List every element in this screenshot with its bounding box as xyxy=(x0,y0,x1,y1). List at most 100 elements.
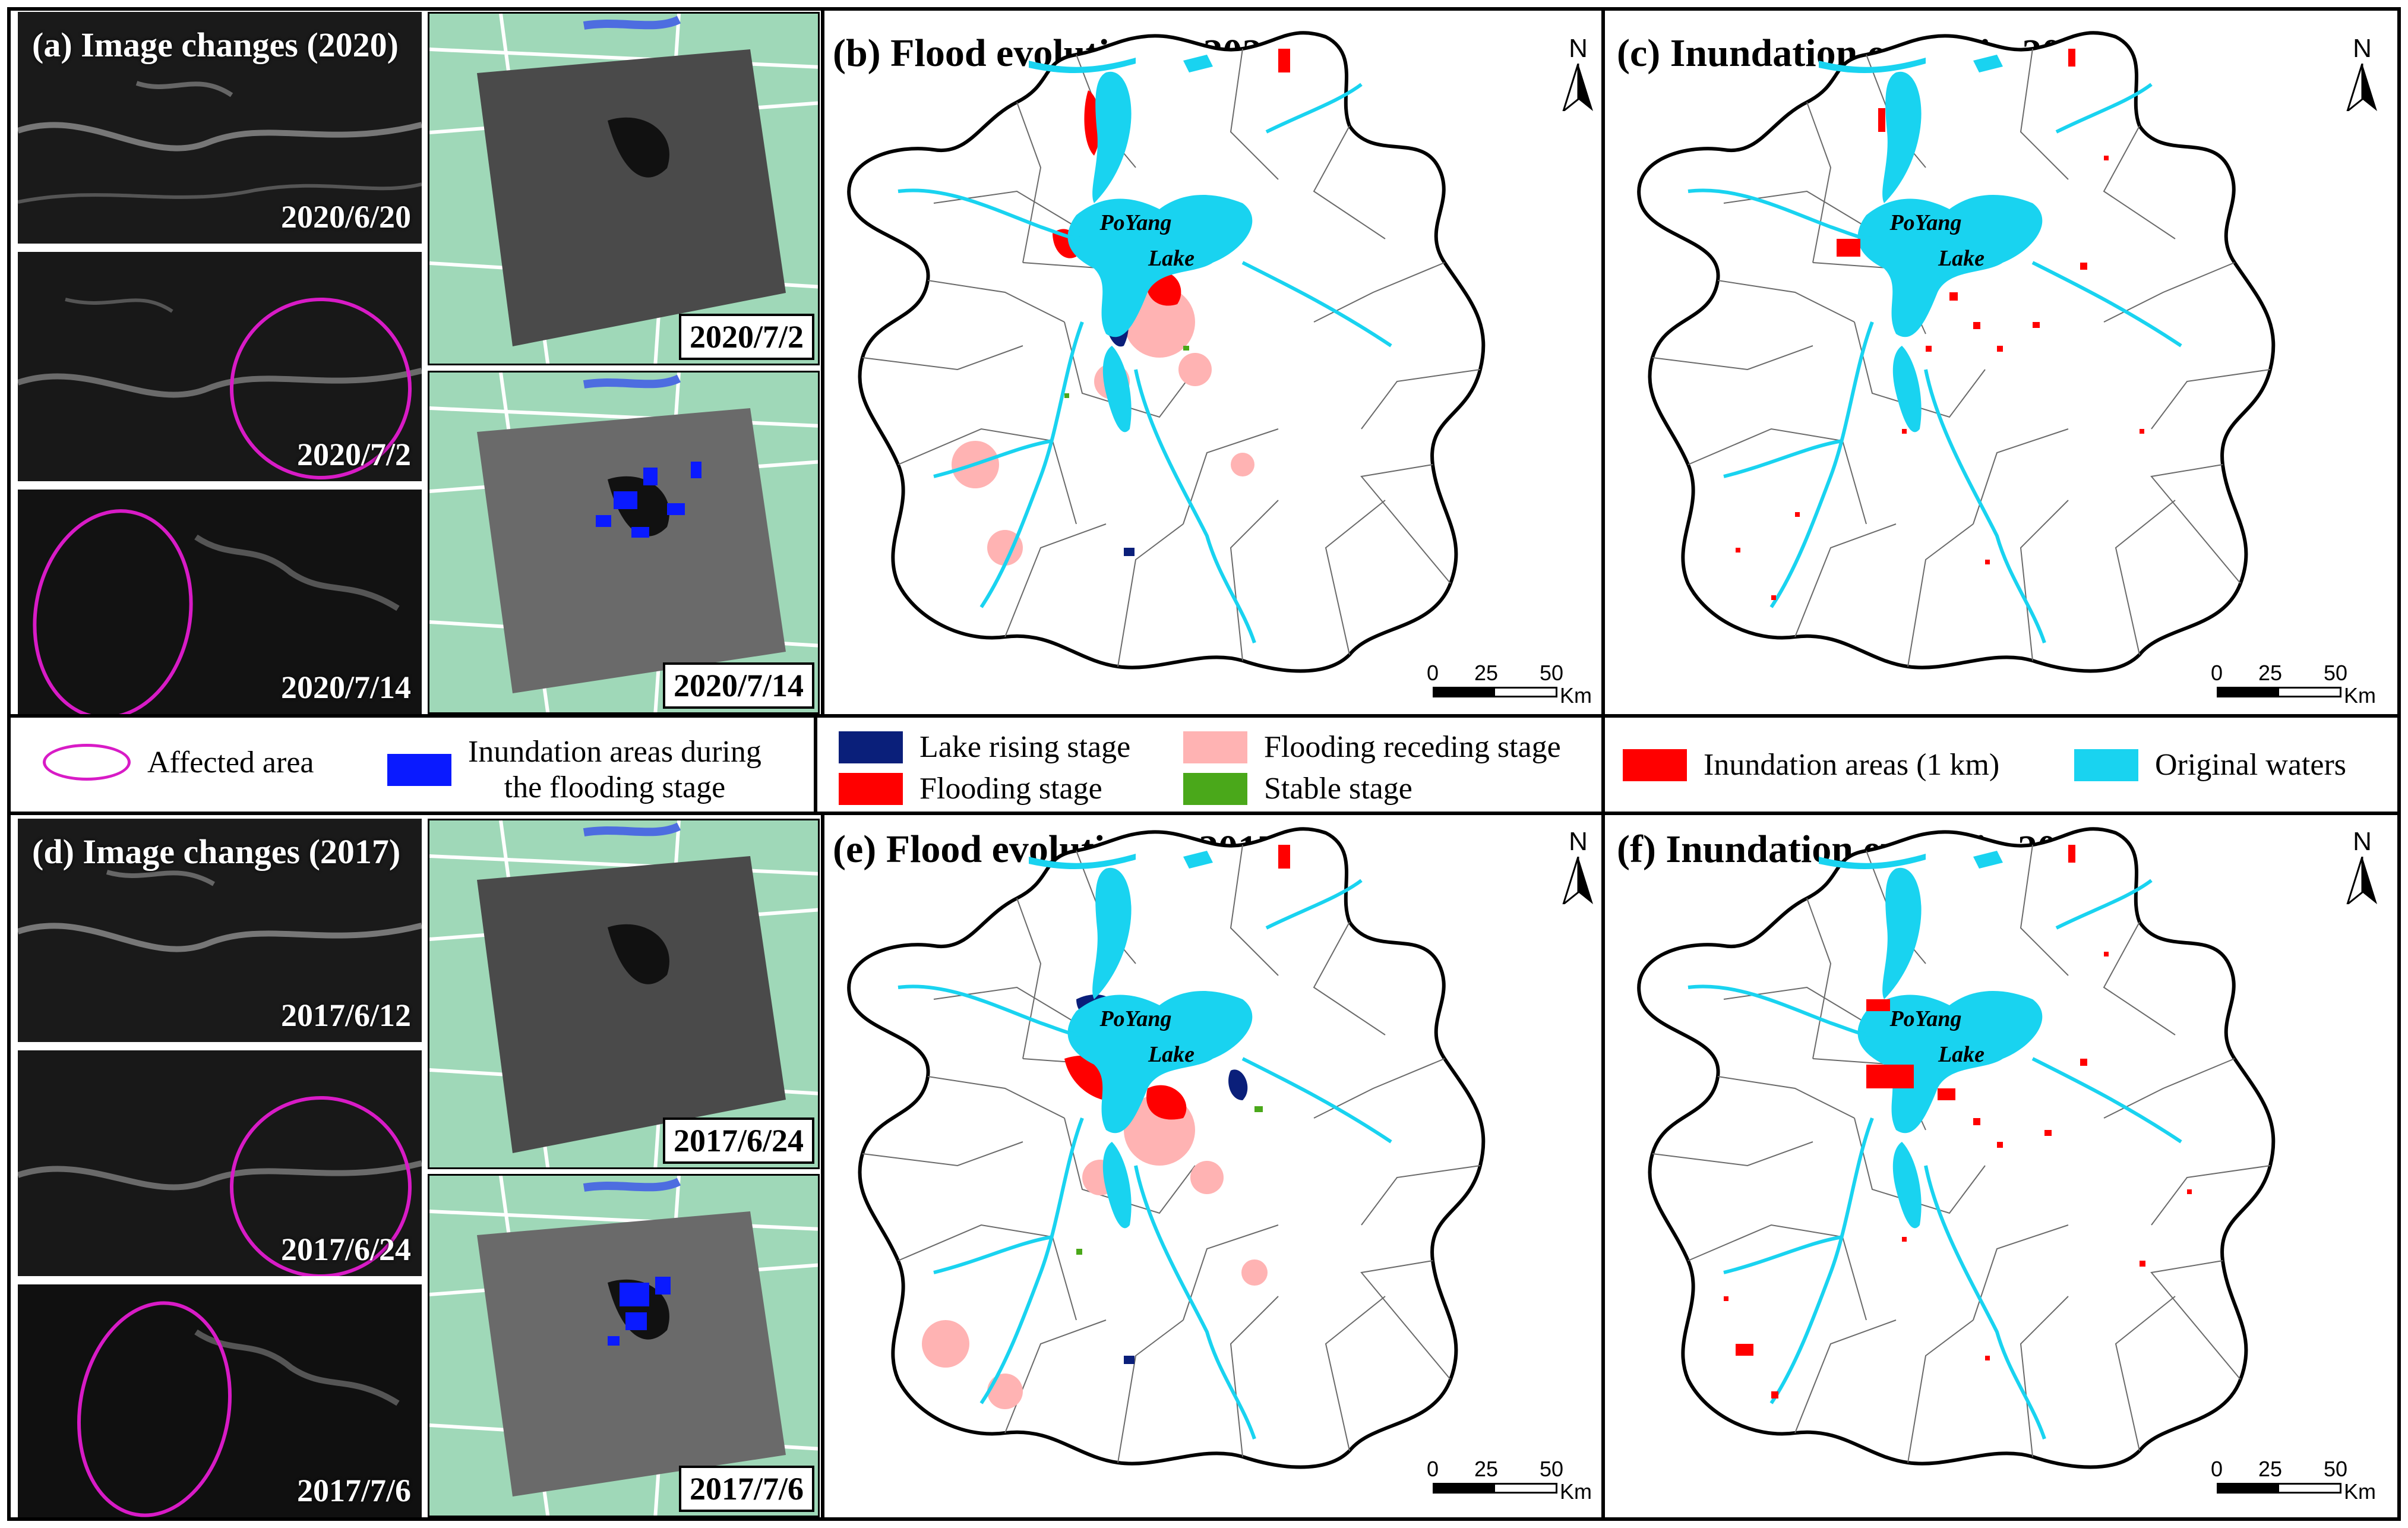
legend-label: Original waters xyxy=(2155,748,2347,782)
swatch-icon xyxy=(1623,749,1687,781)
legend-original-waters: Original waters xyxy=(2074,747,2346,782)
lake-label-line2: Lake xyxy=(1148,1042,1194,1067)
panel-a-title: (a) Image changes (2020) xyxy=(32,26,399,64)
scale-tick: 50 xyxy=(2324,1457,2348,1481)
lake-label-line2: Lake xyxy=(1938,1042,1984,1067)
scale-unit: Km xyxy=(2344,1479,2376,1504)
divider xyxy=(18,1276,422,1284)
divider xyxy=(1601,7,1605,714)
satellite-image-d1: (d) Image changes (2017) 2017/6/12 xyxy=(18,819,422,1042)
inundation-1km-areas xyxy=(1724,845,2192,1398)
legend-label: Flooding stage xyxy=(919,772,1102,806)
legend-label: Inundation areas (1 km) xyxy=(1704,748,2000,782)
map-image-a1: 2020/7/2 xyxy=(428,12,820,365)
bottom-row: (d) Image changes (2017) 2017/6/12 2017/… xyxy=(7,815,2401,1521)
stable-areas xyxy=(1076,1106,1263,1255)
flood-evolution-map-2017: PoYang Lake xyxy=(827,809,1599,1510)
divider xyxy=(18,481,422,490)
divider xyxy=(1601,815,1605,1521)
date-label: 2020/6/20 xyxy=(280,199,411,235)
map-date-label: 2020/7/2 xyxy=(678,314,814,360)
legend-flooding-receding: Flooding receding stage xyxy=(1183,730,1561,765)
north-label: N xyxy=(1569,34,1588,63)
north-label: N xyxy=(2353,827,2372,856)
legend-flooding-stage: Flooding stage xyxy=(839,771,1102,806)
legend-lake-rising: Lake rising stage xyxy=(839,730,1130,765)
scale-unit: Km xyxy=(1560,1479,1592,1504)
north-arrow-icon: N xyxy=(2341,827,2383,907)
map-date-label: 2020/7/14 xyxy=(662,662,814,709)
affected-area-ellipse xyxy=(230,1096,412,1276)
lake-label-line2: Lake xyxy=(1938,246,1984,271)
scale-tick: 50 xyxy=(1540,661,1564,685)
scale-tick: 25 xyxy=(1474,1457,1499,1481)
date-label: 2020/7/2 xyxy=(296,437,411,472)
scale-tick: 50 xyxy=(1540,1457,1564,1481)
scale-unit: Km xyxy=(1560,683,1592,708)
legend-label: the flooding stage xyxy=(504,771,726,804)
satellite-image-d3: 2017/7/6 xyxy=(18,1284,422,1517)
stable-areas xyxy=(1064,346,1189,398)
scale-tick: 0 xyxy=(1427,1457,1439,1481)
figure-frame xyxy=(7,7,2401,1521)
lake-label-line1: PoYang xyxy=(1099,1006,1171,1031)
scale-tick: 0 xyxy=(1427,661,1439,685)
scale-unit: Km xyxy=(2344,683,2376,708)
date-label: 2017/6/24 xyxy=(280,1232,411,1267)
north-arrow-icon: N xyxy=(2341,34,2383,114)
scale-tick: 25 xyxy=(2258,661,2283,685)
swatch-icon xyxy=(1183,731,1247,763)
flood-evolution-map-2020: PoYang Lake xyxy=(827,13,1599,714)
divider xyxy=(814,718,817,812)
legend-row: Affected area Inundation areas during th… xyxy=(7,714,2401,815)
scale-tick: 25 xyxy=(2258,1457,2283,1481)
divider xyxy=(821,815,824,1521)
inundation-1km-areas xyxy=(1736,49,2144,600)
north-label: N xyxy=(2353,34,2372,63)
legend-label: Flooding receding stage xyxy=(1264,730,1561,764)
divider xyxy=(821,7,824,714)
legend-label: Affected area xyxy=(147,745,314,779)
swatch-icon xyxy=(387,754,451,786)
swatch-icon xyxy=(2074,749,2138,781)
map-image-a2: 2020/7/14 xyxy=(428,371,820,714)
legend-stable-stage: Stable stage xyxy=(1183,771,1412,806)
affected-area-ellipse xyxy=(77,1301,232,1517)
swatch-icon xyxy=(839,772,903,805)
map-image-d1: 2017/6/24 xyxy=(428,819,820,1169)
north-arrow-icon: N xyxy=(1557,827,1599,907)
legend-label: Stable stage xyxy=(1264,772,1412,806)
swatch-icon xyxy=(839,731,903,763)
top-row: (a) Image changes (2020) 2020/6/20 2020/… xyxy=(7,7,2401,714)
legend-inundation-1km: Inundation areas (1 km) xyxy=(1623,747,1999,782)
panel-d-title: (d) Image changes (2017) xyxy=(32,832,401,871)
scale-tick: 25 xyxy=(1474,661,1499,685)
date-label: 2017/6/12 xyxy=(280,997,411,1033)
affected-area-ellipse xyxy=(230,298,412,479)
divider xyxy=(18,244,422,252)
affected-area-ellipse xyxy=(33,509,193,714)
legend-inundation-flooding: Inundation areas during the flooding sta… xyxy=(387,734,761,806)
scale-tick: 0 xyxy=(2211,1457,2223,1481)
legend-affected-area: Affected area xyxy=(43,744,314,781)
legend-label: Inundation areas during xyxy=(468,735,761,769)
scale-tick: 50 xyxy=(2324,661,2348,685)
lake-label-line1: PoYang xyxy=(1889,1006,1961,1031)
map-date-label: 2017/7/6 xyxy=(678,1466,814,1512)
map-date-label: 2017/6/24 xyxy=(662,1117,814,1164)
lake-label-line1: PoYang xyxy=(1099,210,1171,235)
divider xyxy=(1601,718,1605,812)
swatch-icon xyxy=(1183,772,1247,805)
lake-label-line2: Lake xyxy=(1148,246,1194,271)
legend-label: Lake rising stage xyxy=(919,730,1131,764)
north-arrow-icon: N xyxy=(1557,34,1599,114)
map-image-d2: 2017/7/6 xyxy=(428,1174,820,1517)
ellipse-icon xyxy=(43,744,131,781)
inundation-extent-map-2017: PoYang Lake xyxy=(1611,809,2395,1510)
satellite-image-a3: 2020/7/14 xyxy=(18,490,422,714)
satellite-image-d2: 2017/6/24 xyxy=(18,1050,422,1276)
lake-label-line1: PoYang xyxy=(1889,210,1961,235)
date-label: 2020/7/14 xyxy=(280,670,411,705)
scale-tick: 0 xyxy=(2211,661,2223,685)
satellite-image-a1: (a) Image changes (2020) 2020/6/20 xyxy=(18,12,422,244)
